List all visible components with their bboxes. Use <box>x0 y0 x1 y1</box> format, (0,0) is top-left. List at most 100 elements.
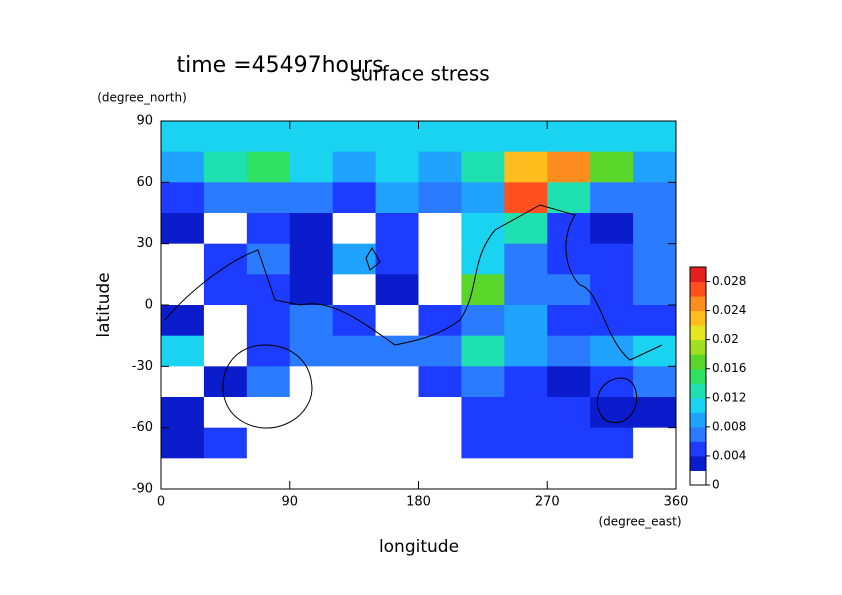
cell <box>504 427 548 459</box>
cell <box>161 213 205 245</box>
cell <box>461 305 505 337</box>
cell <box>547 427 591 459</box>
cell <box>504 213 548 245</box>
cell <box>590 243 634 275</box>
cell <box>332 427 377 459</box>
cell <box>203 151 248 183</box>
axes: 0 90 180 270 360 -90 -60 -30 0 30 60 90 <box>132 114 689 510</box>
cell <box>633 397 677 429</box>
cell <box>332 335 377 367</box>
cell <box>461 151 505 183</box>
colorbar-tick-label: 0.012 <box>712 390 746 404</box>
cell <box>418 305 462 337</box>
cell <box>461 397 505 429</box>
cell <box>633 458 677 490</box>
cell <box>418 366 462 398</box>
y-tick-label: -60 <box>132 420 153 435</box>
cell <box>375 274 419 306</box>
colorbar-band <box>690 354 706 370</box>
colorbar-band <box>690 281 706 297</box>
cell <box>246 397 291 429</box>
colorbar-tick-label: 0.02 <box>712 332 739 346</box>
cell <box>289 458 334 490</box>
cell <box>418 213 462 245</box>
x-unit: (degree_east) <box>598 515 681 529</box>
x-tick-label: 180 <box>406 495 431 510</box>
cell <box>504 305 548 337</box>
cell <box>289 427 334 459</box>
y-tick-label: 0 <box>145 298 153 313</box>
cell <box>633 427 677 459</box>
cell <box>161 121 205 153</box>
cell <box>246 151 291 183</box>
cell <box>161 335 205 367</box>
colorbar-tick-label: 0 <box>712 478 720 492</box>
cell <box>547 305 591 337</box>
cell <box>418 397 462 429</box>
cell <box>203 335 248 367</box>
cell <box>590 397 634 429</box>
cell <box>203 182 248 214</box>
cell <box>289 151 334 183</box>
x-axis-label: longitude <box>379 537 459 557</box>
cell <box>332 182 377 214</box>
cell <box>418 335 462 367</box>
cell <box>590 305 634 337</box>
cell <box>161 397 205 429</box>
x-tick-label: 90 <box>281 495 298 510</box>
x-tick-label: 360 <box>664 495 689 510</box>
cell <box>633 274 677 306</box>
cell <box>504 397 548 429</box>
cell <box>633 305 677 337</box>
cell <box>633 151 677 183</box>
x-tick-label: 270 <box>535 495 560 510</box>
cell <box>418 121 462 153</box>
cell <box>289 243 334 275</box>
cell <box>504 182 548 214</box>
cell <box>461 182 505 214</box>
colorbar-band <box>690 441 706 457</box>
coastlines <box>164 204 663 429</box>
colorbar-frame <box>689 266 707 486</box>
cell <box>504 458 548 490</box>
cell <box>461 458 505 490</box>
cell <box>375 335 419 367</box>
colorbar-tick-label: 0.016 <box>712 361 746 375</box>
y-tick-label: -30 <box>132 359 153 374</box>
y-tick-label: 60 <box>136 175 153 190</box>
colorbar: 0 0.004 0.008 0.012 0.016 0.02 0.024 0.028 <box>689 266 746 492</box>
colorbar-tick-label: 0.004 <box>712 448 746 462</box>
cell <box>246 366 291 398</box>
cell <box>547 243 591 275</box>
colorbar-band <box>690 455 706 471</box>
cell <box>289 274 334 306</box>
cell <box>547 182 591 214</box>
colorbar-band <box>690 368 706 384</box>
cell <box>161 427 205 459</box>
cell <box>246 243 291 275</box>
cell <box>332 366 377 398</box>
cell <box>332 458 377 490</box>
cell <box>633 243 677 275</box>
cell <box>504 151 548 183</box>
cell <box>289 335 334 367</box>
cell <box>203 427 248 459</box>
cell <box>418 182 462 214</box>
colorbar-band <box>690 339 706 355</box>
colorbar-band <box>690 426 706 442</box>
cell <box>161 243 205 275</box>
cell <box>375 305 419 337</box>
cell <box>590 366 634 398</box>
y-tick-label: -90 <box>132 482 153 497</box>
cell <box>590 458 634 490</box>
cell <box>203 121 248 153</box>
colorbar-tick-label: 0.028 <box>712 274 746 288</box>
cell <box>547 366 591 398</box>
cell <box>332 274 377 306</box>
cell <box>203 243 248 275</box>
cell <box>547 458 591 490</box>
cell <box>246 182 291 214</box>
cell <box>332 151 377 183</box>
cell <box>375 182 419 214</box>
